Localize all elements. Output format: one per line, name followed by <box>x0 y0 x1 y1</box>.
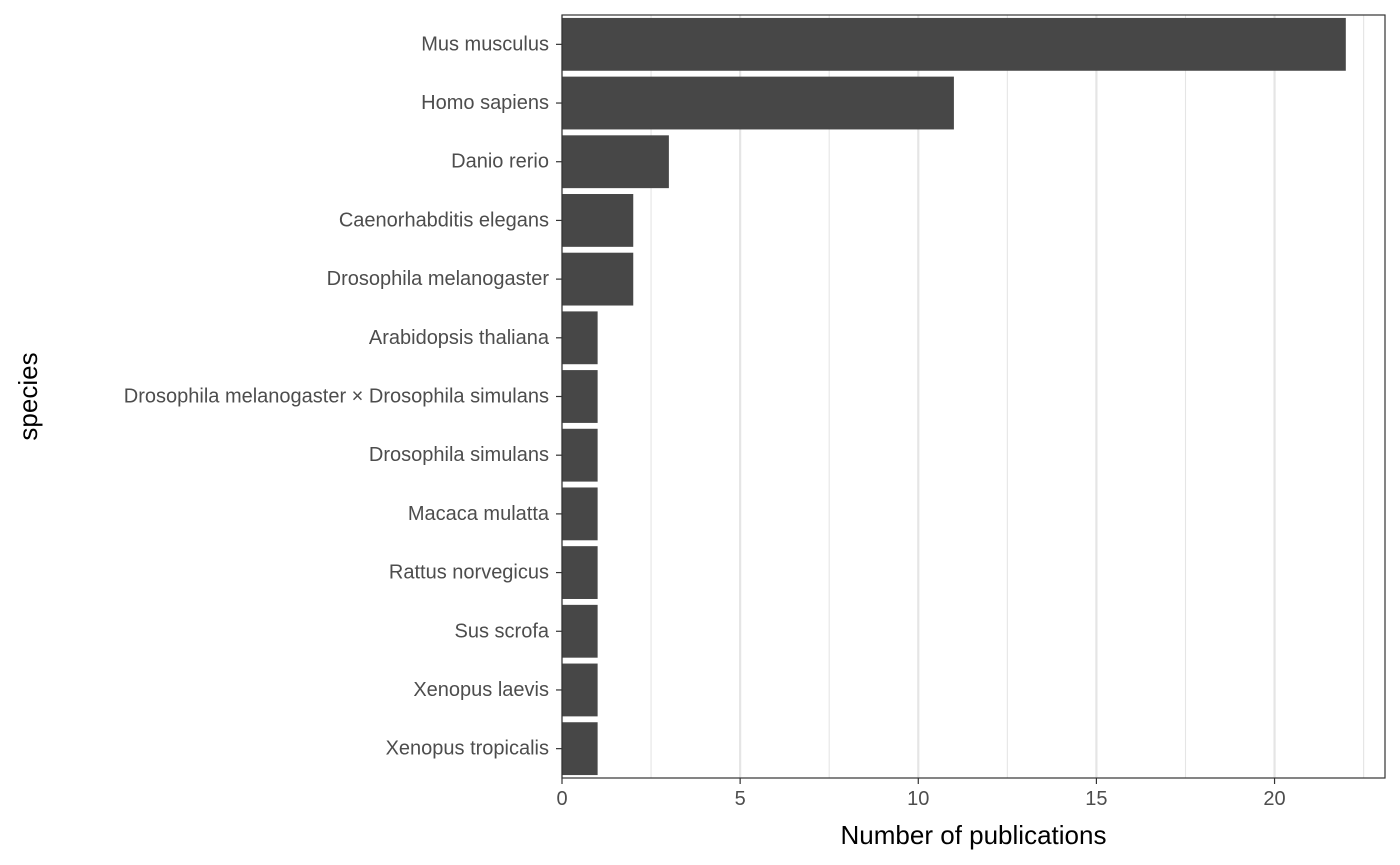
y-tick-label: Mus musculus <box>421 33 549 55</box>
bar <box>562 663 598 717</box>
x-tick-label: 10 <box>907 788 929 810</box>
x-tick-label: 0 <box>556 788 567 810</box>
x-tick-label: 5 <box>735 788 746 810</box>
y-axis: Mus musculus Homo sapiens Danio rerio Caeno… <box>124 33 562 760</box>
x-axis-title: Number of publications <box>841 820 1107 850</box>
y-tick-label: Drosophila simulans <box>369 444 549 466</box>
y-tick-label: Rattus norvegicus <box>389 562 549 584</box>
bar <box>562 135 669 189</box>
y-tick-label: Drosophila melanogaster × Drosophila sim… <box>124 386 549 408</box>
x-tick-label: 20 <box>1263 788 1285 810</box>
y-tick-label: Xenopus tropicalis <box>386 738 549 760</box>
y-tick-label: Drosophila melanogaster <box>327 268 550 290</box>
x-tick-label: 15 <box>1085 788 1107 810</box>
bar <box>562 546 598 599</box>
bar <box>562 722 598 776</box>
bar <box>562 252 634 306</box>
bar <box>562 17 1346 71</box>
bar <box>562 311 598 365</box>
bar <box>562 487 598 541</box>
gridlines <box>560 15 1365 778</box>
y-tick-label: Danio rerio <box>451 151 549 173</box>
y-tick-label: Caenorhabditis elegans <box>339 209 549 231</box>
y-tick-label: Homo sapiens <box>421 92 549 114</box>
y-tick-label: Xenopus laevis <box>413 679 549 701</box>
bars <box>562 17 1346 776</box>
y-tick-label: Arabidopsis thaliana <box>369 327 550 349</box>
bar <box>562 428 598 482</box>
x-axis: 0 5 10 15 20 <box>556 778 1286 810</box>
y-axis-title: species <box>13 352 43 440</box>
y-tick-label: Macaca mulatta <box>408 503 550 525</box>
bar <box>562 194 634 247</box>
bar <box>562 370 598 423</box>
bar <box>562 76 954 130</box>
y-tick-label: Sus scrofa <box>455 620 550 642</box>
bar <box>562 604 598 658</box>
